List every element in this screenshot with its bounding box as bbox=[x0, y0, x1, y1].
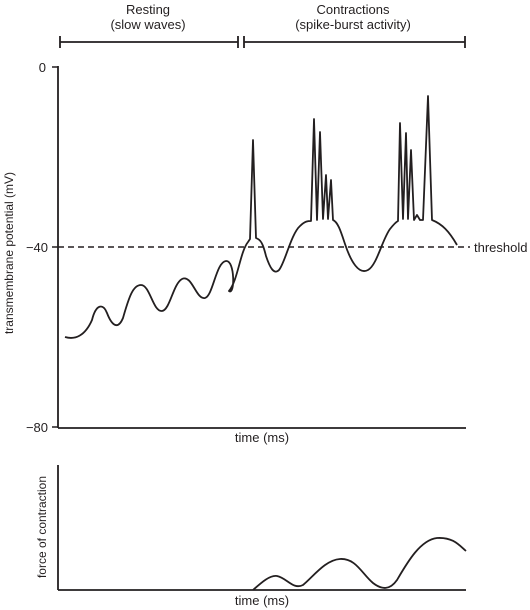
force-x-axis-label: time (ms) bbox=[235, 593, 289, 608]
resting-phase-title: Resting bbox=[126, 2, 170, 17]
y-tick-label-0: 0 bbox=[39, 60, 46, 75]
potential-y-axis-label: transmembrane potential (mV) bbox=[2, 172, 16, 334]
force-of-contraction-trace bbox=[252, 537, 467, 591]
y-tick-label-minus-40: −40 bbox=[26, 240, 48, 255]
y-tick-label-minus-80: −80 bbox=[26, 420, 48, 435]
contractions-phase-title: Contractions bbox=[317, 2, 390, 17]
phase-headers: Resting (slow waves) Contractions (spike… bbox=[110, 2, 410, 32]
contractions-phase-subtitle: (spike-burst activity) bbox=[295, 17, 411, 32]
phase-brackets bbox=[59, 36, 466, 48]
potential-plot: 0 −40 −80 transmembrane potential (mV) t… bbox=[2, 60, 527, 445]
contractions-phase-bracket bbox=[243, 36, 466, 48]
membrane-potential-trace bbox=[64, 95, 458, 339]
force-y-axis-label: force of contraction bbox=[35, 476, 49, 578]
potential-x-axis-label: time (ms) bbox=[235, 430, 289, 445]
force-plot: force of contraction time (ms) bbox=[35, 465, 467, 608]
threshold-label: threshold bbox=[474, 240, 527, 255]
resting-phase-bracket bbox=[59, 36, 239, 48]
resting-phase-subtitle: (slow waves) bbox=[110, 17, 185, 32]
